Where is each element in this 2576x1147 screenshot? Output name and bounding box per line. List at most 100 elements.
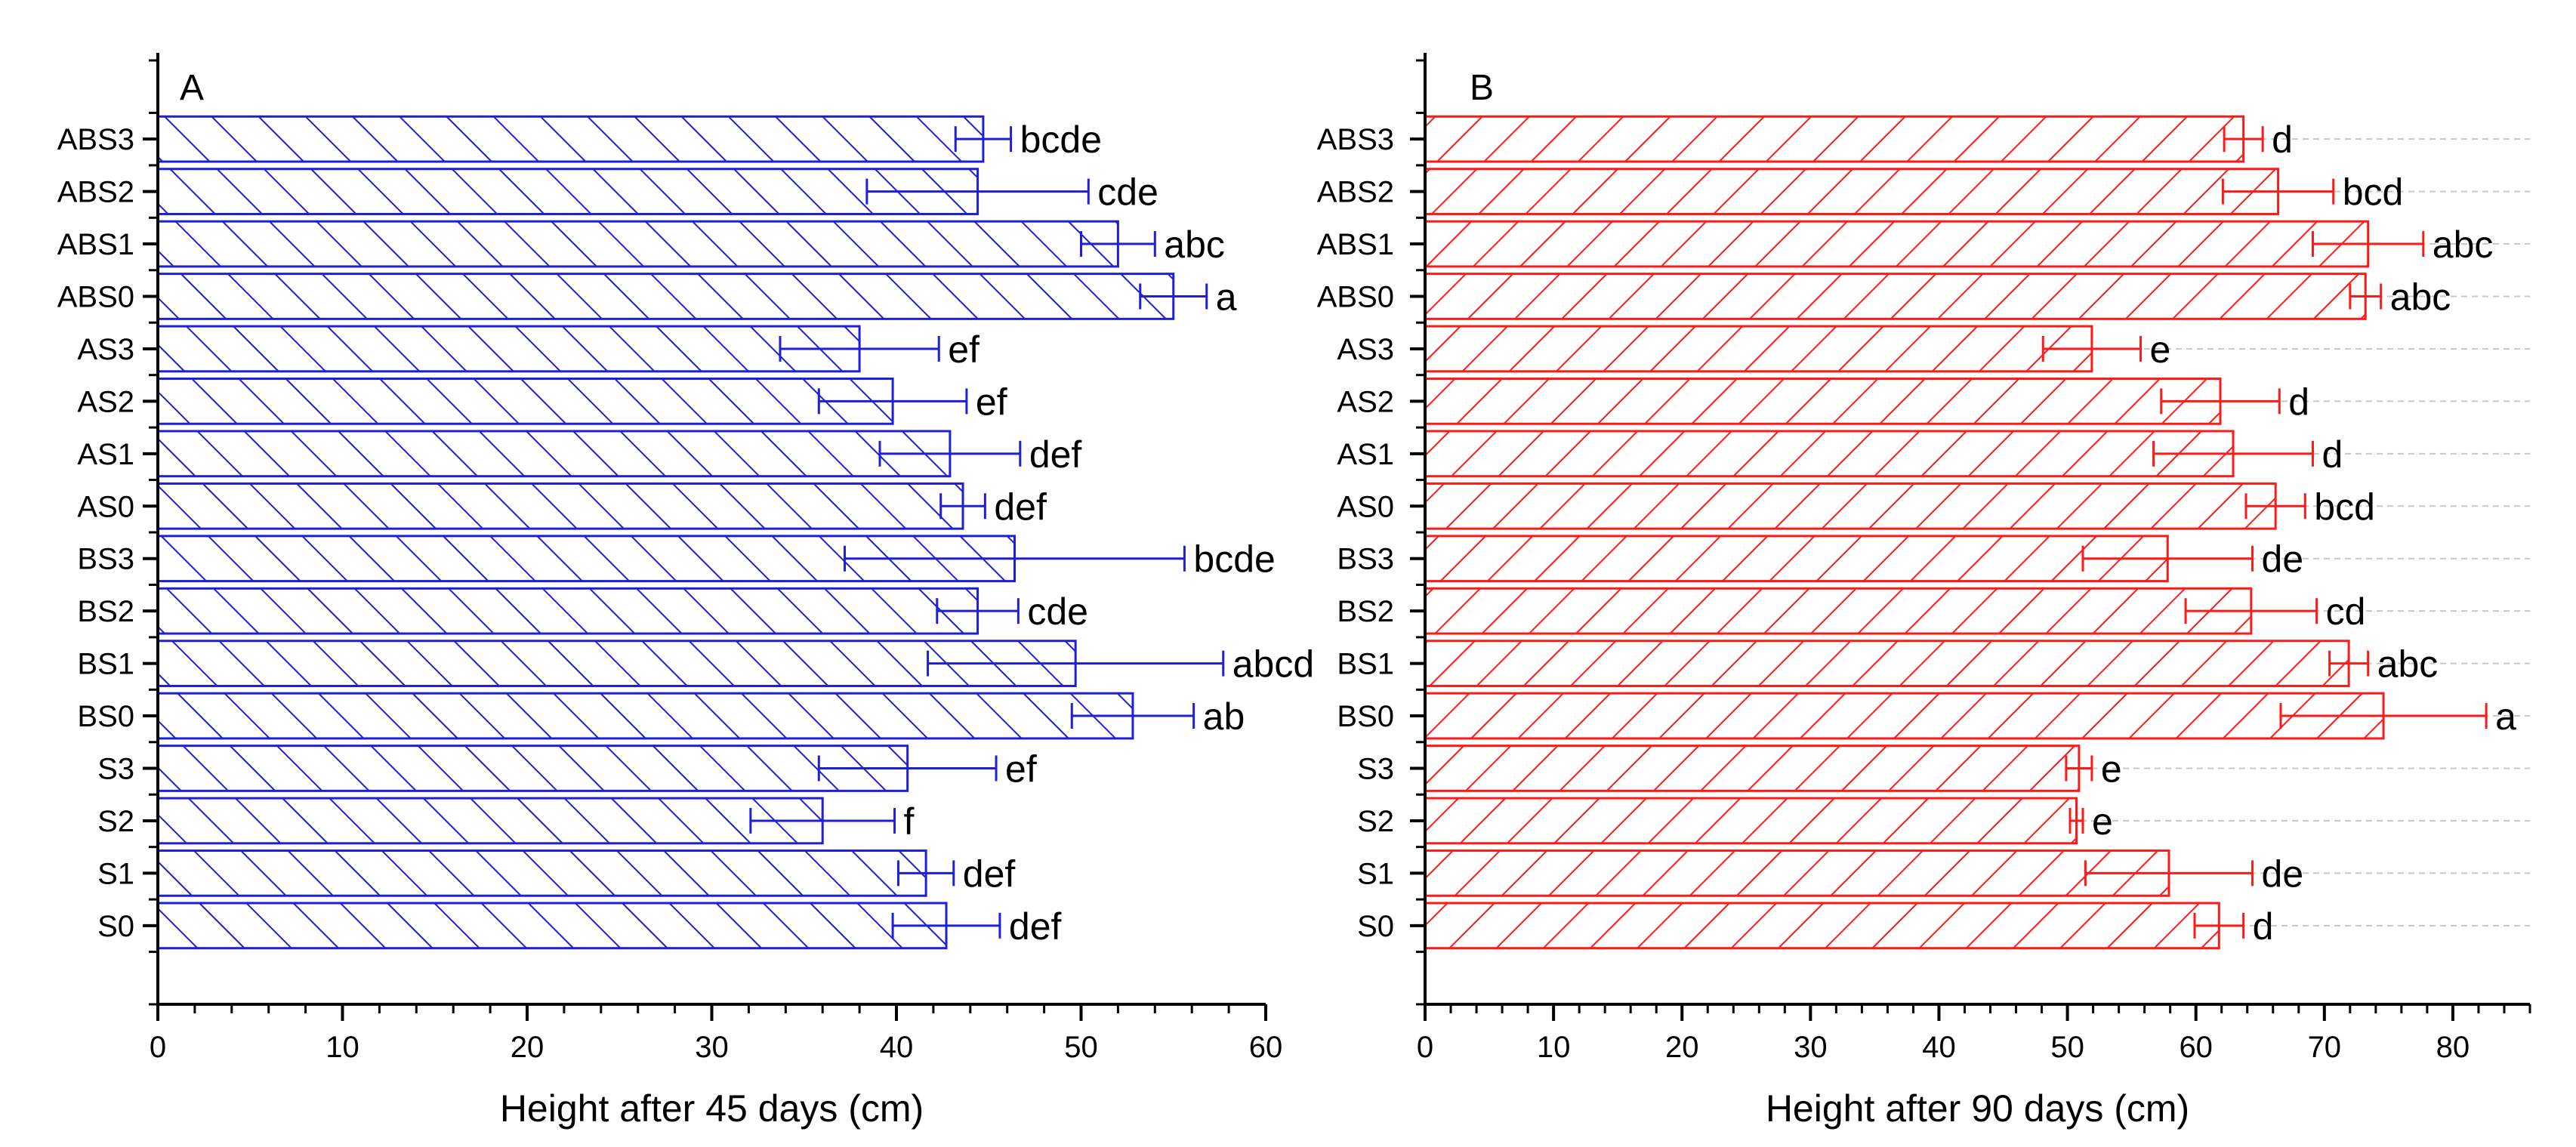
y-tick-label: AS1 [1337,438,1394,471]
x-tick-label: 40 [880,1031,914,1064]
x-tick-label: 50 [2050,1031,2084,1064]
bar [1424,692,2385,740]
y-tick-label: ABS1 [57,228,134,261]
bar [1424,587,2253,635]
significance-letter: def [994,486,1047,528]
y-tick-label: S0 [1357,910,1394,943]
significance-letter: def [1029,433,1082,476]
y-tick-label: S1 [1357,857,1394,890]
x-tick-label: 20 [1665,1031,1699,1064]
y-tick-label: BS2 [1337,595,1394,628]
bar [156,745,909,792]
significance-letter: a [2495,695,2516,738]
bar [1424,115,2245,163]
y-tick-label: BS2 [77,595,134,628]
bar [156,797,824,845]
bar [156,482,964,530]
y-tick-label: S2 [1357,805,1394,838]
significance-letter: e [2101,748,2122,791]
bar [1424,745,2081,792]
x-tick-label: 0 [1417,1031,1433,1064]
bar [1424,797,2078,845]
significance-letter: d [2322,433,2343,476]
significance-letter: def [1009,905,1062,948]
y-tick-label: ABS3 [1317,123,1394,156]
y-tick-label: S0 [97,910,134,943]
x-tick-label: 60 [1249,1031,1283,1064]
significance-letter: abc [2377,643,2439,686]
significance-letter: ef [948,328,979,371]
y-tick-label: BS0 [1337,700,1394,733]
bar [1424,535,2169,583]
y-tick-label: AS0 [77,490,134,523]
y-tick-label: ABS2 [1317,176,1394,209]
significance-letter: cde [1097,171,1158,214]
significance-letter: bcde [1020,119,1102,161]
x-tick-label: 10 [325,1031,359,1064]
bar [156,168,979,215]
x-tick-label: 60 [2179,1031,2213,1064]
significance-letter: de [2262,538,2304,581]
bar [156,273,1175,320]
significance-letter: ef [976,381,1007,423]
x-axis-title: Height after 45 days (cm) [500,1087,924,1130]
bar [156,587,979,635]
y-tick-label: AS3 [77,333,134,366]
significance-letter: abcd [1232,643,1314,686]
bar [156,640,1077,687]
bar [156,220,1119,268]
significance-letter: de [2262,853,2304,895]
bar [156,378,894,425]
significance-letter: e [2092,800,2113,843]
y-tick-label: BS1 [1337,648,1394,681]
bar [1424,849,2170,897]
y-tick-label: S3 [1357,753,1394,786]
significance-letter: a [1216,276,1237,319]
bar [1424,902,2220,950]
panel-b: Bd ABS3 bcd ABS2 abc ABS1 abc ABS0 e AS3 d AS2 d AS1 b… [1317,53,2531,1130]
y-tick-label: ABS0 [57,281,134,314]
bar [156,902,948,950]
y-tick-label: ABS2 [57,176,134,209]
significance-letter: bcd [2343,171,2404,214]
x-tick-label: 20 [511,1031,545,1064]
x-tick-label: 10 [1537,1031,1571,1064]
bar [156,849,927,897]
y-tick-label: S2 [97,805,134,838]
significance-letter: cde [1027,590,1088,633]
bar [1424,273,2367,320]
x-tick-label: 70 [2308,1031,2342,1064]
panel-label: B [1470,68,1494,108]
bar [1424,640,2350,687]
y-tick-label: BS3 [77,543,134,576]
significance-letter: d [2253,905,2274,948]
bar [1424,168,2280,215]
y-tick-label: S1 [97,857,134,890]
y-tick-label: BS0 [77,700,134,733]
panel-label: A [180,68,204,108]
bar [156,430,952,478]
y-tick-label: AS0 [1337,490,1394,523]
bar [156,115,985,163]
x-tick-label: 80 [2436,1031,2470,1064]
significance-letter: bcde [1193,538,1275,581]
x-tick-label: 0 [150,1031,166,1064]
significance-letter: abc [1164,224,1225,266]
significance-letter: f [904,800,915,843]
significance-letter: def [963,853,1016,895]
bar [156,692,1134,740]
x-tick-label: 50 [1064,1031,1098,1064]
significance-letter: cd [2326,590,2366,633]
significance-letter: e [2150,328,2171,371]
significance-letter: d [2288,381,2309,423]
significance-letter: ef [1005,748,1037,791]
y-tick-label: ABS0 [1317,281,1394,314]
y-tick-label: ABS1 [1317,228,1394,261]
significance-letter: bcd [2314,486,2375,528]
y-tick-label: AS3 [1337,333,1394,366]
y-tick-label: AS2 [77,385,134,418]
significance-letter: abc [2390,276,2451,319]
bar [1424,220,2370,268]
y-tick-label: BS1 [77,648,134,681]
bar [1424,430,2235,478]
